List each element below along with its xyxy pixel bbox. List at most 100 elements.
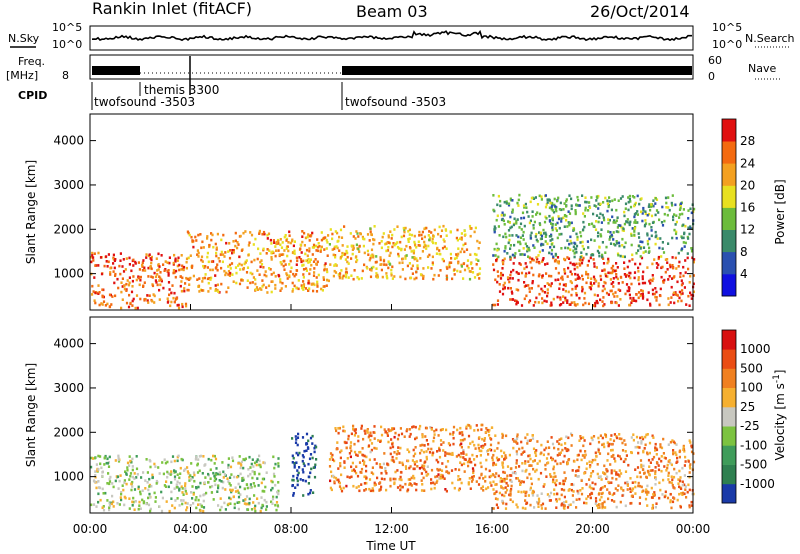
data-cell xyxy=(300,251,303,254)
data-cell xyxy=(275,508,278,512)
data-cell xyxy=(357,435,360,438)
data-cell xyxy=(440,469,444,472)
data-cell xyxy=(600,495,603,499)
data-cell xyxy=(589,286,592,289)
data-cell xyxy=(224,508,227,511)
data-cell xyxy=(509,277,512,280)
data-cell xyxy=(228,482,231,485)
data-cell xyxy=(492,463,495,467)
data-cell xyxy=(462,438,465,442)
data-cell xyxy=(108,455,111,459)
data-cell xyxy=(149,496,152,499)
data-cell xyxy=(277,462,280,465)
data-cell xyxy=(612,285,615,288)
data-cell xyxy=(533,246,536,249)
data-cell xyxy=(563,257,566,261)
data-cell xyxy=(195,486,198,489)
data-cell xyxy=(147,488,150,492)
data-cell xyxy=(337,273,340,276)
data-cell xyxy=(576,458,579,462)
data-cell xyxy=(307,281,310,285)
data-cell xyxy=(100,302,103,305)
data-cell xyxy=(275,240,278,244)
data-cell xyxy=(387,260,390,263)
data-cell xyxy=(567,246,570,250)
data-cell xyxy=(585,270,588,274)
data-cell xyxy=(251,458,254,461)
data-cell xyxy=(261,477,264,481)
data-cell xyxy=(229,476,232,479)
data-cell xyxy=(99,498,102,502)
data-cell xyxy=(484,443,487,446)
data-cell xyxy=(260,481,263,485)
data-cell xyxy=(442,441,445,444)
data-cell xyxy=(492,480,495,484)
data-cell xyxy=(392,427,396,430)
data-cell xyxy=(588,201,591,204)
data-cell xyxy=(257,288,260,291)
data-cell xyxy=(434,475,437,479)
data-cell xyxy=(246,279,249,282)
data-cell xyxy=(530,482,533,486)
data-cell xyxy=(489,481,492,484)
data-cell xyxy=(228,274,231,277)
data-cell xyxy=(480,449,483,453)
data-cell xyxy=(252,276,255,279)
data-cell xyxy=(599,434,602,437)
data-cell xyxy=(603,268,606,272)
data-cell xyxy=(515,288,518,291)
data-cell xyxy=(637,278,640,282)
data-cell xyxy=(243,458,246,462)
data-cell xyxy=(153,462,156,466)
data-cell xyxy=(647,212,651,216)
colorbar-tick-label: 1000 xyxy=(740,342,771,356)
data-cell xyxy=(288,234,291,237)
data-cell xyxy=(308,272,311,276)
colorbar-swatch xyxy=(722,464,736,485)
power-cbar-label: Power [dB] xyxy=(773,179,787,244)
data-cell xyxy=(676,294,679,297)
data-cell xyxy=(232,251,235,254)
data-cell xyxy=(209,468,212,471)
data-cell xyxy=(601,241,604,244)
data-cell xyxy=(613,500,616,503)
data-cell xyxy=(402,226,405,230)
data-cell xyxy=(431,263,434,266)
data-cell xyxy=(557,215,560,218)
cpid-panel: CPID twofsound -3503 themis 3300 twofsou… xyxy=(18,82,446,110)
data-cell xyxy=(612,231,615,234)
data-cell xyxy=(557,278,560,281)
data-cell xyxy=(267,284,271,288)
data-cell xyxy=(523,450,526,453)
data-cell xyxy=(195,506,198,510)
data-cell xyxy=(420,449,423,452)
data-cell xyxy=(255,463,258,467)
data-cell xyxy=(499,480,502,483)
data-cell xyxy=(546,288,549,291)
data-cell xyxy=(117,454,120,458)
data-cell xyxy=(549,239,552,242)
data-cell xyxy=(113,281,116,285)
data-cell xyxy=(248,241,251,244)
data-cell xyxy=(333,245,336,249)
data-cell xyxy=(624,292,627,296)
data-cell xyxy=(106,302,109,306)
data-cell xyxy=(271,480,274,484)
data-cell xyxy=(643,281,647,285)
data-cell xyxy=(176,480,179,484)
data-cell xyxy=(139,275,142,279)
data-cell xyxy=(681,480,684,484)
data-cell xyxy=(230,262,234,265)
data-cell xyxy=(239,462,242,465)
data-cell xyxy=(681,289,684,292)
data-cell xyxy=(272,472,276,476)
data-cell xyxy=(398,461,401,464)
data-cell xyxy=(392,242,395,245)
data-cell xyxy=(384,242,387,246)
data-cell xyxy=(279,280,282,284)
data-cell xyxy=(254,278,257,281)
data-cell xyxy=(262,283,265,287)
data-cell xyxy=(612,439,616,443)
data-cell xyxy=(389,251,392,255)
data-cell xyxy=(383,477,386,481)
